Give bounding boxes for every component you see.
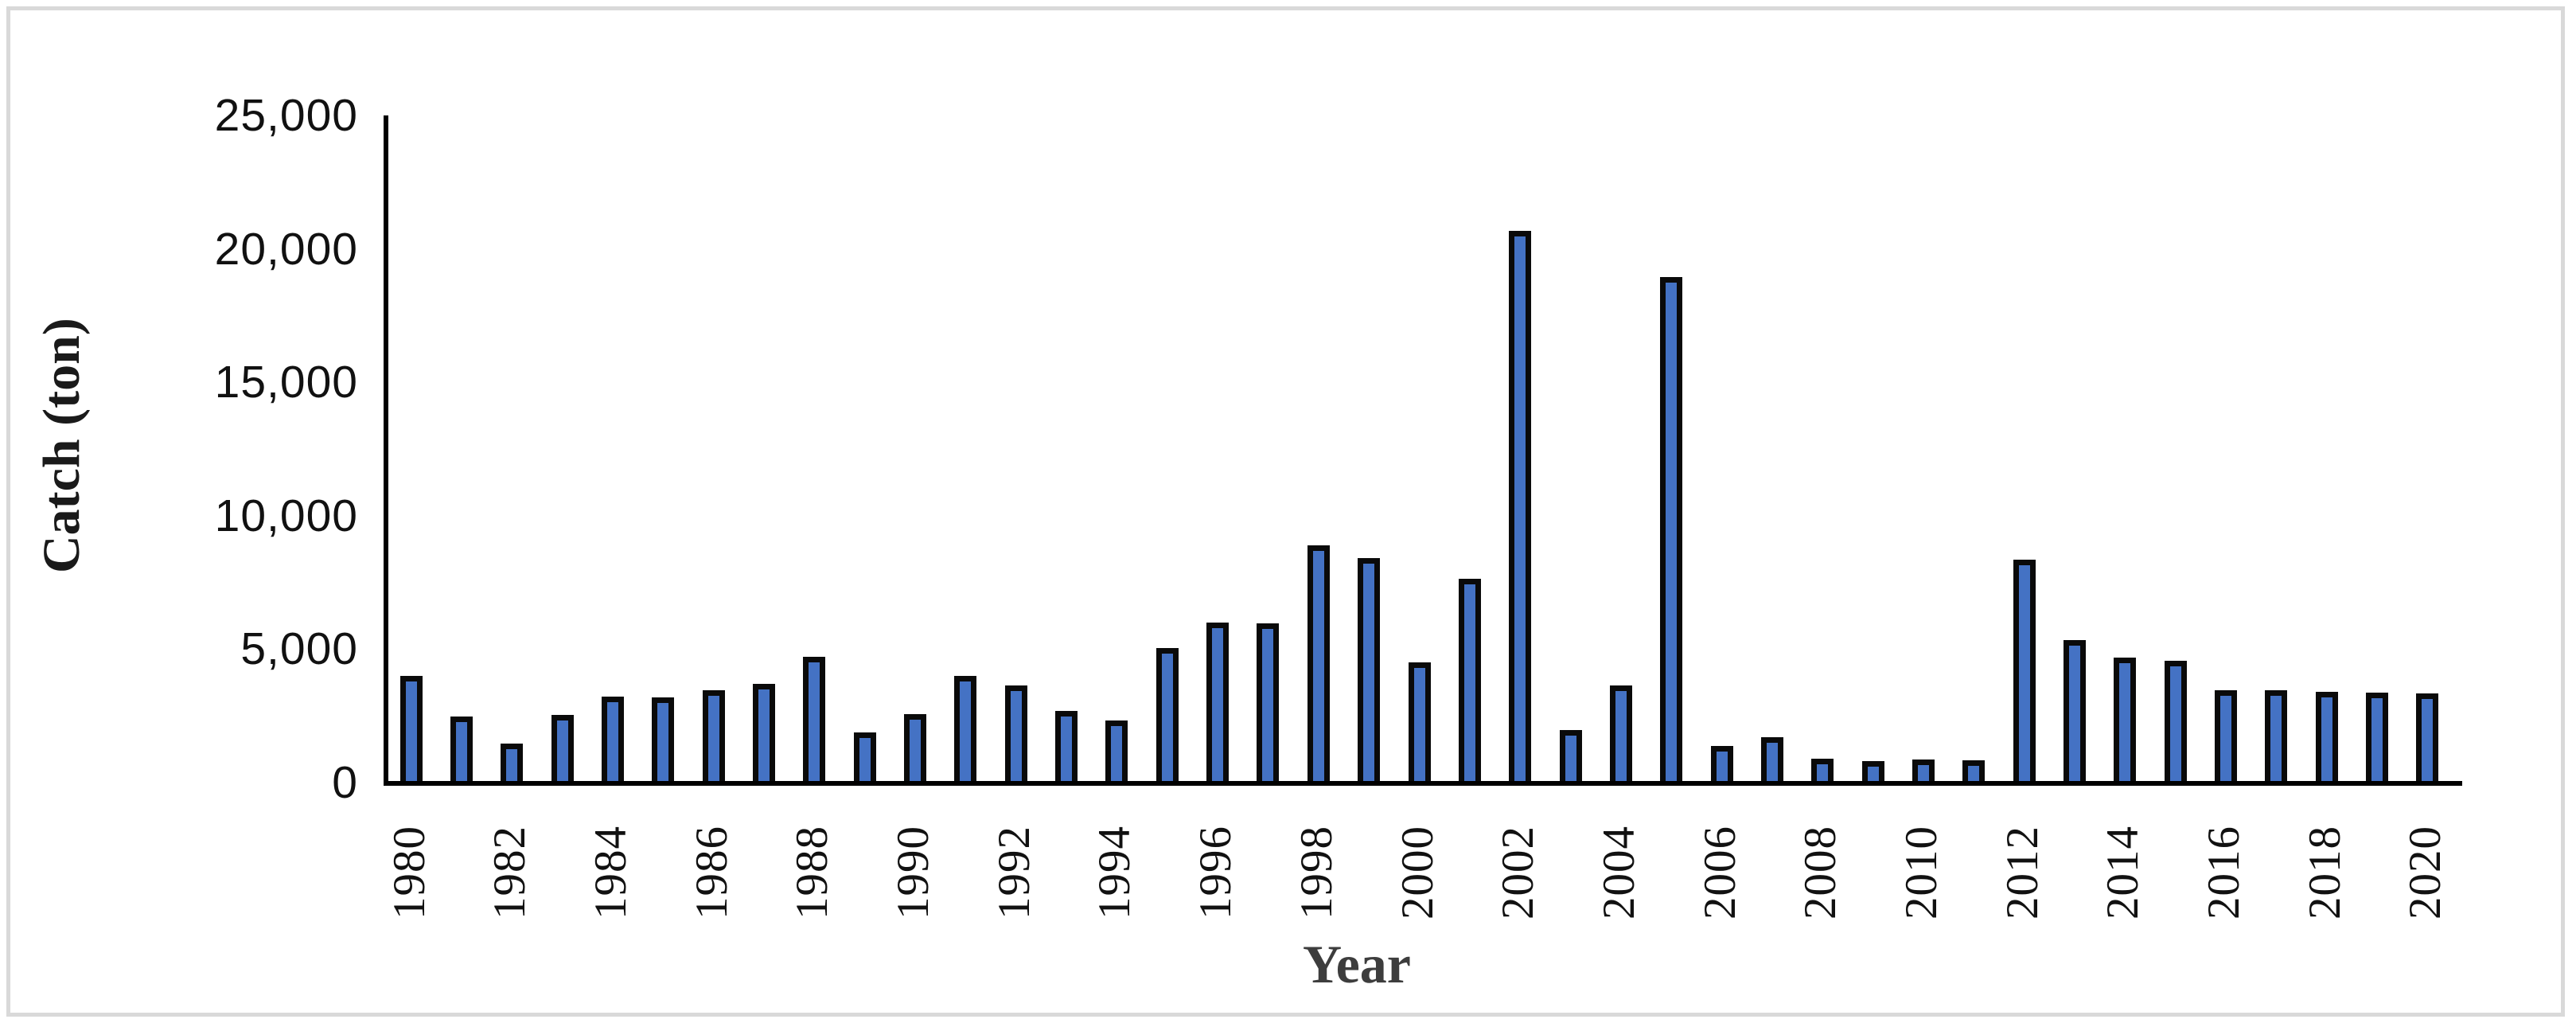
bar-1988: [803, 657, 825, 783]
bar-1994: [1105, 720, 1128, 783]
bar-1999: [1358, 558, 1380, 783]
bar-2017: [2265, 690, 2287, 783]
y-tick-label-25000: 25,000: [214, 90, 358, 141]
bar-1989: [854, 732, 876, 783]
bar-2019: [2366, 693, 2388, 783]
x-axis-title: Year: [1303, 934, 1411, 994]
bar-2012: [2013, 560, 2036, 783]
x-tick-label-1988: 1988: [787, 826, 837, 920]
bar-2010: [1912, 760, 1935, 783]
bar-1982: [501, 744, 523, 783]
bar-2004: [1610, 685, 1632, 783]
y-axis-line: [384, 115, 388, 786]
bar-2007: [1761, 737, 1783, 783]
bar-1987: [753, 684, 775, 783]
bar-1997: [1257, 623, 1279, 783]
bar-1983: [551, 715, 574, 783]
bar-2001: [1459, 579, 1481, 783]
bar-2014: [2114, 658, 2136, 783]
x-tick-label-2016: 2016: [2199, 826, 2249, 920]
x-tick-label-1982: 1982: [485, 826, 535, 920]
x-tick-label-1986: 1986: [687, 826, 737, 920]
y-tick-label-0: 0: [332, 757, 358, 808]
x-tick-label-2012: 2012: [1997, 826, 2048, 920]
bar-1995: [1156, 648, 1179, 783]
y-tick-label-15000: 15,000: [214, 357, 358, 408]
bar-2016: [2215, 690, 2237, 783]
x-tick-label-2002: 2002: [1493, 826, 1543, 920]
x-tick-label-1984: 1984: [586, 826, 636, 920]
x-tick-label-2018: 2018: [2300, 826, 2350, 920]
bar-2011: [1962, 760, 1985, 783]
x-tick-label-2008: 2008: [1795, 826, 1845, 920]
bar-2009: [1862, 761, 1884, 783]
bar-1991: [954, 676, 976, 783]
y-tick-label-20000: 20,000: [214, 224, 358, 275]
bar-1980: [400, 676, 423, 783]
x-tick-label-1980: 1980: [384, 826, 435, 920]
bar-2006: [1711, 746, 1733, 783]
x-tick-label-1996: 1996: [1191, 826, 1241, 920]
x-tick-label-1990: 1990: [888, 826, 938, 920]
x-tick-label-2006: 2006: [1695, 826, 1745, 920]
bar-1998: [1307, 545, 1330, 783]
y-tick-label-10000: 10,000: [214, 490, 358, 541]
bar-2008: [1811, 759, 1834, 783]
y-axis-title: Catch (ton): [33, 318, 91, 574]
bar-1986: [703, 690, 725, 783]
bar-1981: [450, 717, 473, 783]
x-tick-label-1998: 1998: [1292, 826, 1342, 920]
bar-2002: [1509, 231, 1531, 783]
bar-1990: [904, 714, 926, 783]
bar-2020: [2416, 693, 2438, 783]
figure-border: [6, 6, 2565, 1017]
x-tick-label-2014: 2014: [2098, 826, 2148, 920]
bar-1984: [602, 697, 624, 783]
bar-2013: [2064, 640, 2086, 783]
bar-1992: [1005, 685, 1027, 783]
x-tick-label-2010: 2010: [1896, 826, 1947, 920]
bar-2015: [2165, 661, 2187, 783]
x-tick-label-1994: 1994: [1089, 826, 1140, 920]
x-tick-label-2020: 2020: [2400, 826, 2450, 920]
bar-1985: [652, 697, 674, 783]
bar-2003: [1560, 730, 1582, 783]
x-tick-label-2000: 2000: [1393, 826, 1443, 920]
bar-1996: [1206, 623, 1229, 783]
x-axis-line: [384, 781, 2462, 786]
x-tick-label-1992: 1992: [989, 826, 1039, 920]
bar-2000: [1409, 662, 1431, 783]
x-tick-label-2004: 2004: [1594, 826, 1644, 920]
bar-1993: [1055, 711, 1078, 783]
bar-2005: [1660, 277, 1682, 783]
y-tick-label-5000: 5,000: [240, 623, 358, 674]
bar-2018: [2316, 692, 2338, 783]
